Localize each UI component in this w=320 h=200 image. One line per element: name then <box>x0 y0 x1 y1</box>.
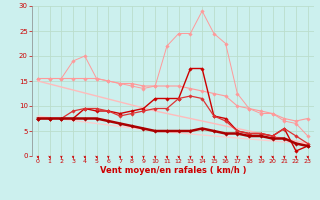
X-axis label: Vent moyen/en rafales ( km/h ): Vent moyen/en rafales ( km/h ) <box>100 166 246 175</box>
